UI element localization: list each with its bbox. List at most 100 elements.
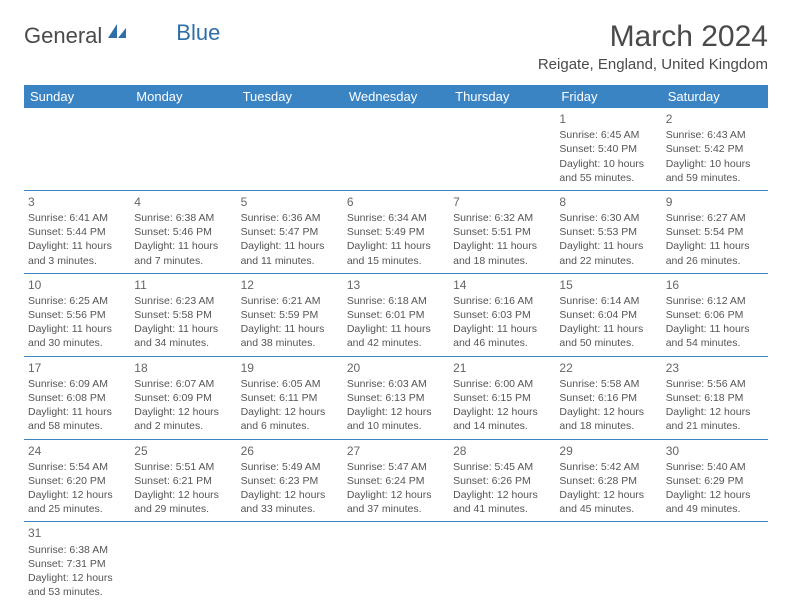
day-sunset: Sunset: 6:18 PM: [666, 391, 764, 405]
day-sunrise: Sunrise: 6:25 AM: [28, 294, 126, 308]
day-day1: Daylight: 11 hours: [559, 239, 657, 253]
day-day2: and 49 minutes.: [666, 502, 764, 516]
day-day2: and 18 minutes.: [559, 419, 657, 433]
day-day1: Daylight: 11 hours: [241, 322, 339, 336]
day-sunrise: Sunrise: 6:32 AM: [453, 211, 551, 225]
day-day1: Daylight: 12 hours: [559, 488, 657, 502]
day-day1: Daylight: 11 hours: [241, 239, 339, 253]
day-sunset: Sunset: 6:06 PM: [666, 308, 764, 322]
day-sunset: Sunset: 6:16 PM: [559, 391, 657, 405]
day-day1: Daylight: 12 hours: [134, 488, 232, 502]
day-number: 28: [453, 443, 551, 459]
day-day1: Daylight: 11 hours: [134, 239, 232, 253]
day-sunset: Sunset: 5:59 PM: [241, 308, 339, 322]
day-day1: Daylight: 11 hours: [453, 322, 551, 336]
day-number: 7: [453, 194, 551, 210]
day-day2: and 30 minutes.: [28, 336, 126, 350]
day-day2: and 22 minutes.: [559, 254, 657, 268]
calendar-day-cell: 13Sunrise: 6:18 AMSunset: 6:01 PMDayligh…: [343, 273, 449, 356]
day-day2: and 18 minutes.: [453, 254, 551, 268]
weekday-header: Monday: [130, 85, 236, 108]
day-sunrise: Sunrise: 6:30 AM: [559, 211, 657, 225]
day-day1: Daylight: 11 hours: [28, 322, 126, 336]
logo-text-general: General: [24, 23, 102, 49]
day-sunrise: Sunrise: 6:09 AM: [28, 377, 126, 391]
day-day1: Daylight: 12 hours: [241, 405, 339, 419]
weekday-header: Tuesday: [237, 85, 343, 108]
day-day1: Daylight: 11 hours: [28, 405, 126, 419]
calendar-day-cell: 9Sunrise: 6:27 AMSunset: 5:54 PMDaylight…: [662, 190, 768, 273]
day-number: 29: [559, 443, 657, 459]
day-day2: and 38 minutes.: [241, 336, 339, 350]
day-number: 2: [666, 111, 764, 127]
day-sunrise: Sunrise: 6:38 AM: [28, 543, 126, 557]
calendar-day-cell: 29Sunrise: 5:42 AMSunset: 6:28 PMDayligh…: [555, 439, 661, 522]
calendar-day-cell: 3Sunrise: 6:41 AMSunset: 5:44 PMDaylight…: [24, 190, 130, 273]
calendar-day-cell: [662, 522, 768, 604]
calendar-day-cell: 31Sunrise: 6:38 AMSunset: 7:31 PMDayligh…: [24, 522, 130, 604]
day-number: 5: [241, 194, 339, 210]
day-number: 17: [28, 360, 126, 376]
day-sunrise: Sunrise: 6:21 AM: [241, 294, 339, 308]
day-number: 14: [453, 277, 551, 293]
day-day1: Daylight: 12 hours: [559, 405, 657, 419]
day-number: 24: [28, 443, 126, 459]
day-sunset: Sunset: 6:28 PM: [559, 474, 657, 488]
calendar-week-row: 24Sunrise: 5:54 AMSunset: 6:20 PMDayligh…: [24, 439, 768, 522]
day-sunrise: Sunrise: 5:42 AM: [559, 460, 657, 474]
weekday-header: Thursday: [449, 85, 555, 108]
day-number: 9: [666, 194, 764, 210]
day-number: 4: [134, 194, 232, 210]
day-day2: and 53 minutes.: [28, 585, 126, 599]
day-sunset: Sunset: 5:51 PM: [453, 225, 551, 239]
day-day2: and 45 minutes.: [559, 502, 657, 516]
day-sunrise: Sunrise: 5:47 AM: [347, 460, 445, 474]
day-day1: Daylight: 12 hours: [347, 488, 445, 502]
day-sunrise: Sunrise: 6:45 AM: [559, 128, 657, 142]
day-number: 15: [559, 277, 657, 293]
day-number: 26: [241, 443, 339, 459]
calendar-day-cell: [449, 522, 555, 604]
weekday-header: Wednesday: [343, 85, 449, 108]
calendar-day-cell: 28Sunrise: 5:45 AMSunset: 6:26 PMDayligh…: [449, 439, 555, 522]
calendar-day-cell: 22Sunrise: 5:58 AMSunset: 6:16 PMDayligh…: [555, 356, 661, 439]
day-sunrise: Sunrise: 6:03 AM: [347, 377, 445, 391]
day-sunrise: Sunrise: 6:00 AM: [453, 377, 551, 391]
header: General Blue March 2024 Reigate, England…: [24, 20, 768, 73]
day-sunrise: Sunrise: 6:16 AM: [453, 294, 551, 308]
day-sunrise: Sunrise: 6:12 AM: [666, 294, 764, 308]
day-sunrise: Sunrise: 6:34 AM: [347, 211, 445, 225]
day-sunset: Sunset: 5:58 PM: [134, 308, 232, 322]
day-sunset: Sunset: 6:11 PM: [241, 391, 339, 405]
day-number: 25: [134, 443, 232, 459]
day-number: 13: [347, 277, 445, 293]
day-day1: Daylight: 10 hours: [559, 157, 657, 171]
day-sunrise: Sunrise: 5:40 AM: [666, 460, 764, 474]
day-day2: and 41 minutes.: [453, 502, 551, 516]
day-day2: and 21 minutes.: [666, 419, 764, 433]
weekday-header: Friday: [555, 85, 661, 108]
calendar-day-cell: 25Sunrise: 5:51 AMSunset: 6:21 PMDayligh…: [130, 439, 236, 522]
calendar-day-cell: 26Sunrise: 5:49 AMSunset: 6:23 PMDayligh…: [237, 439, 343, 522]
day-day1: Daylight: 10 hours: [666, 157, 764, 171]
day-day1: Daylight: 11 hours: [666, 239, 764, 253]
day-sunset: Sunset: 5:42 PM: [666, 142, 764, 156]
calendar-day-cell: 4Sunrise: 6:38 AMSunset: 5:46 PMDaylight…: [130, 190, 236, 273]
day-number: 23: [666, 360, 764, 376]
calendar-day-cell: [343, 522, 449, 604]
day-day2: and 37 minutes.: [347, 502, 445, 516]
day-number: 19: [241, 360, 339, 376]
day-day1: Daylight: 11 hours: [347, 322, 445, 336]
day-day2: and 25 minutes.: [28, 502, 126, 516]
calendar-day-cell: 21Sunrise: 6:00 AMSunset: 6:15 PMDayligh…: [449, 356, 555, 439]
day-sunset: Sunset: 5:46 PM: [134, 225, 232, 239]
day-sunrise: Sunrise: 5:58 AM: [559, 377, 657, 391]
calendar-week-row: 31Sunrise: 6:38 AMSunset: 7:31 PMDayligh…: [24, 522, 768, 604]
day-sunrise: Sunrise: 5:45 AM: [453, 460, 551, 474]
day-sunrise: Sunrise: 6:38 AM: [134, 211, 232, 225]
calendar-day-cell: 18Sunrise: 6:07 AMSunset: 6:09 PMDayligh…: [130, 356, 236, 439]
day-day2: and 3 minutes.: [28, 254, 126, 268]
day-number: 8: [559, 194, 657, 210]
calendar-day-cell: 17Sunrise: 6:09 AMSunset: 6:08 PMDayligh…: [24, 356, 130, 439]
day-sunset: Sunset: 6:21 PM: [134, 474, 232, 488]
